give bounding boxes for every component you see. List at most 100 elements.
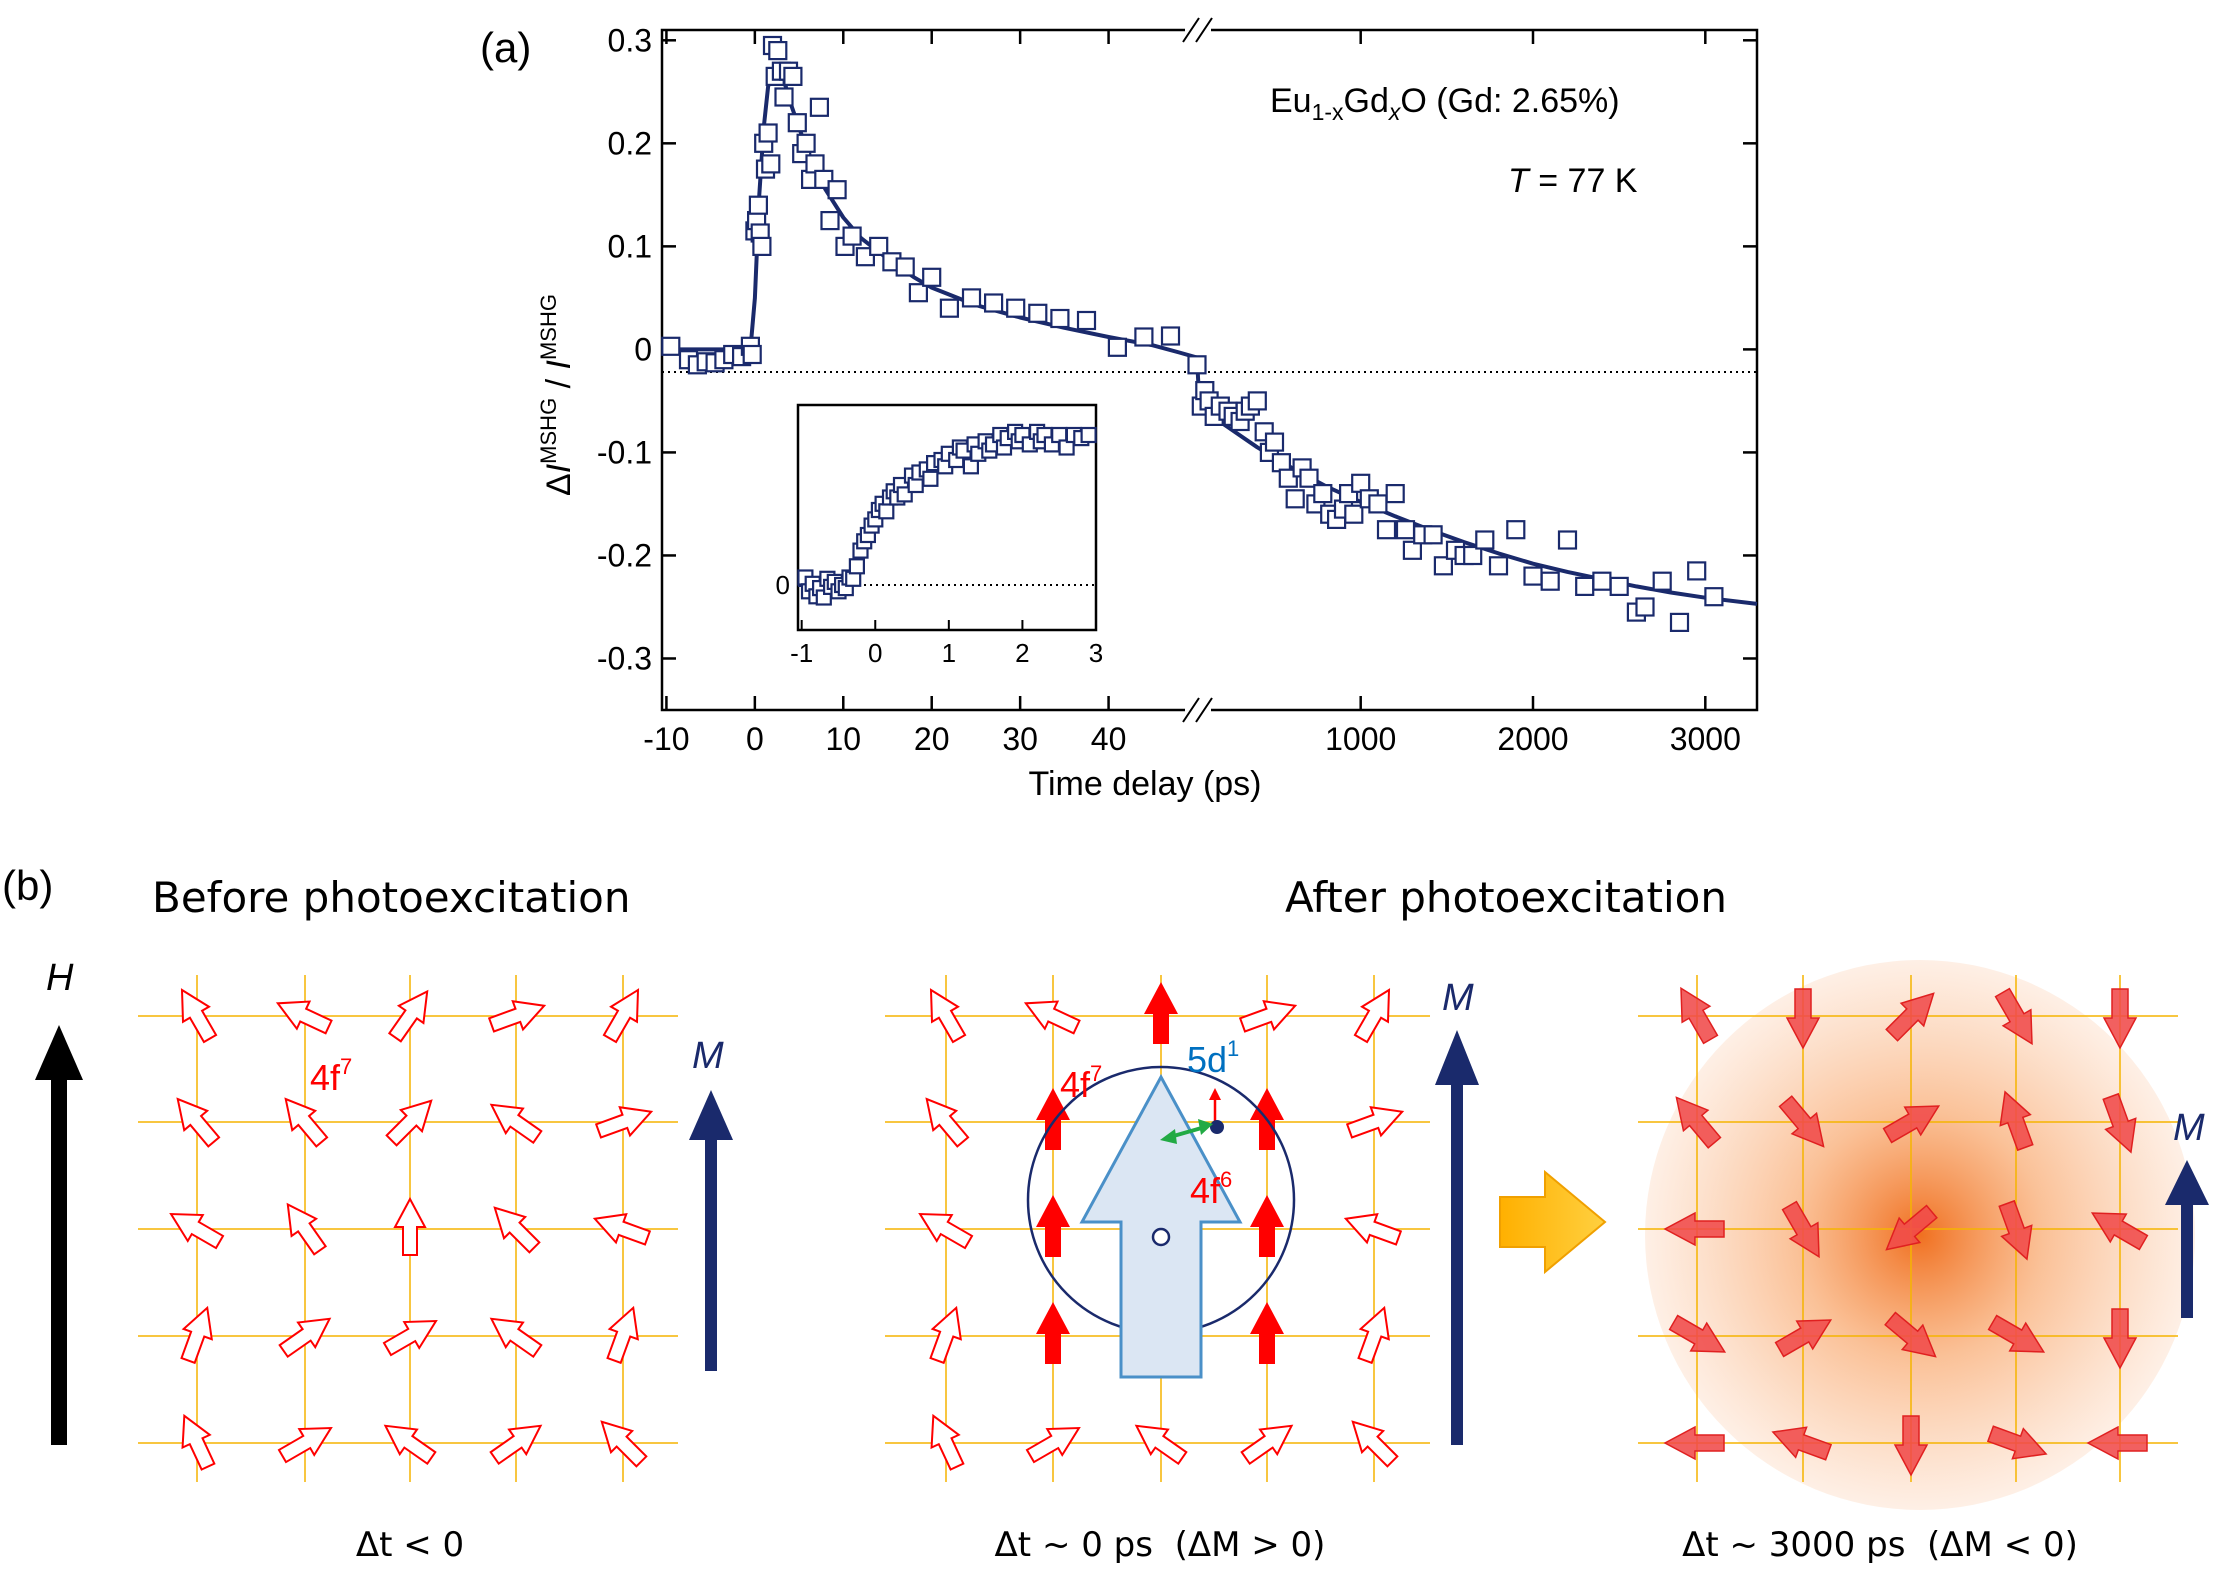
spin-arrow [284, 1097, 329, 1148]
inset-xtick-label: -1 [790, 638, 813, 668]
axis-break-bottom [1182, 697, 1213, 723]
spin-arrow [180, 988, 218, 1044]
spin-arrow [1240, 1424, 1294, 1466]
data-point [961, 288, 982, 308]
xtick-label: 0 [746, 721, 764, 757]
data-point [842, 226, 862, 246]
spin-arrow [1250, 1302, 1284, 1364]
spin-arrow [1250, 1195, 1284, 1257]
data-point [774, 87, 794, 107]
magnetization-arrow-1 [689, 1090, 733, 1371]
heat-glow [1645, 960, 2195, 1510]
data-point [820, 211, 840, 231]
xtick-label: 10 [825, 721, 861, 757]
data-point [1488, 556, 1509, 576]
spins-after-3000ps [1663, 986, 2149, 1477]
data-point [1313, 484, 1333, 504]
inset-xtick-label: 1 [942, 638, 956, 668]
spin-arrow [493, 1206, 541, 1254]
spin-arrow [2090, 1212, 2149, 1251]
ytick-label: -0.2 [597, 537, 652, 573]
data-point [661, 336, 681, 356]
spin-arrow [930, 1413, 965, 1471]
spin-arrow [1134, 1424, 1188, 1466]
spin-arrow [1023, 1000, 1081, 1035]
ytick-label: -0.1 [597, 434, 652, 470]
ytick-label: -0.3 [597, 640, 652, 676]
data-point [1687, 561, 1707, 581]
data-point [983, 293, 1004, 313]
spin-arrow [1144, 982, 1178, 1044]
data-point [895, 257, 915, 277]
ytick-label: 0.2 [608, 125, 652, 161]
inset-ytick-0: 0 [776, 570, 790, 600]
spin-arrow [489, 1103, 543, 1145]
inset-xtick-label: 2 [1015, 638, 1029, 668]
spin-arrow [918, 1212, 974, 1250]
data-point [783, 66, 803, 87]
spin-arrow [1238, 999, 1298, 1033]
fit-line-linear [662, 67, 1198, 360]
data-point [1247, 391, 1267, 411]
spin-arrow [1778, 1095, 1825, 1148]
spin-arrow [169, 1212, 225, 1250]
data-point [1160, 326, 1181, 346]
spin-arrow [929, 988, 967, 1044]
data-point [1704, 587, 1724, 607]
spin-arrow [1882, 1105, 1941, 1144]
data-point [758, 123, 778, 143]
xtick-label: 40 [1091, 721, 1127, 757]
spin-arrow [1663, 1425, 1725, 1461]
spin-arrow [1668, 1314, 1727, 1353]
spin-arrow [1893, 1415, 1929, 1477]
x-axis: -10 0 10 20 30 40 1000 2000 3000 [643, 30, 1741, 757]
xtick-label: 2000 [1497, 721, 1568, 757]
spin-arrow [383, 1424, 437, 1466]
inset-points [797, 423, 1097, 606]
spin-arrow [286, 1202, 328, 1256]
data-point [1463, 545, 1483, 566]
data-point [1264, 432, 1285, 452]
label-M-1: M [692, 1035, 724, 1077]
spin-arrow [382, 1319, 438, 1357]
inset-chart: -1 0 1 2 3 0 [776, 403, 1103, 668]
label-4f6: 4f6 [1190, 1167, 1232, 1211]
data-point [796, 133, 816, 153]
label-4f7-after: 4f7 [1060, 1061, 1102, 1105]
spin-arrow [1036, 1195, 1070, 1257]
xtick-label: -10 [643, 721, 689, 757]
data-point [1575, 576, 1595, 597]
spin-arrow [1025, 1426, 1081, 1464]
magnetization-arrow-2 [1435, 1030, 1479, 1445]
big-spin-arrow [1079, 1073, 1243, 1379]
caption-3000ps: Δt ~ 3000 ps (ΔM < 0) [1682, 1525, 2078, 1565]
spin-arrow [277, 1426, 333, 1464]
data-point [1107, 337, 1128, 357]
data-point [1523, 566, 1543, 586]
data-point [1385, 484, 1405, 504]
spin-arrow [929, 1305, 963, 1365]
sample-label: Eu1-xGdxO (Gd: 2.65%) [1270, 82, 1620, 125]
spin-arrow [393, 1196, 427, 1256]
data-point [848, 558, 866, 575]
spin-arrow [1885, 992, 1935, 1042]
spin-arrow [2102, 988, 2138, 1050]
spin-arrow [1771, 1426, 1833, 1461]
spin-arrow [1343, 1212, 1403, 1246]
data-point [1134, 327, 1154, 347]
label-M-3: M [2173, 1107, 2205, 1149]
spin-arrow [1036, 1302, 1070, 1364]
data-point [1402, 540, 1423, 560]
data-point [752, 236, 772, 256]
spin-arrow [1680, 986, 1719, 1045]
spin-arrow [1987, 1314, 2046, 1353]
label-H: H [46, 957, 74, 999]
xtick-label: 3000 [1670, 721, 1741, 757]
data-point [1050, 308, 1070, 329]
field-H-arrow [35, 1025, 83, 1445]
spin-arrow [2102, 1308, 2138, 1370]
after-title: After photoexcitation [1285, 873, 1727, 922]
spin-arrow [1785, 988, 1821, 1050]
spin-arrow [1353, 988, 1391, 1044]
panel-a-label: (a) [480, 24, 531, 71]
